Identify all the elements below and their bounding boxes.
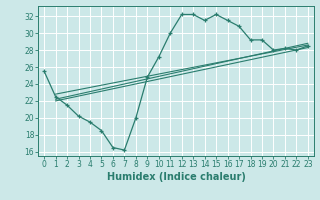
X-axis label: Humidex (Indice chaleur): Humidex (Indice chaleur) <box>107 172 245 182</box>
